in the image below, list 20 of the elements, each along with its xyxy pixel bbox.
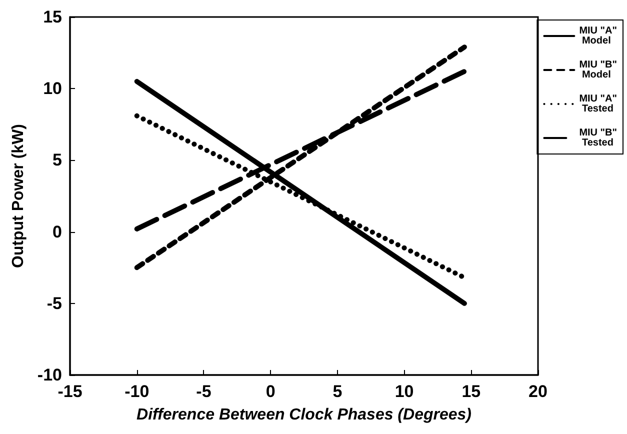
x-tick-label: -15	[58, 382, 82, 401]
x-tick-label: 20	[528, 382, 548, 401]
x-tick-label: 10	[394, 382, 414, 401]
x-tick-label: 0	[266, 382, 276, 401]
y-tick-label: 5	[52, 150, 62, 170]
y-tick-label: 0	[52, 222, 62, 242]
y-axis-title: Output Power (kW)	[10, 124, 28, 268]
legend-label: MIU "A" Model	[579, 26, 618, 46]
legend-label: MIU "A" Tested	[579, 94, 618, 114]
y-tick-label: 15	[43, 8, 62, 26]
x-tick-label: 5	[332, 382, 342, 401]
y-tick-label: -5	[46, 294, 62, 313]
x-tick-label: -5	[196, 382, 212, 401]
x-tick-label: 15	[462, 382, 481, 401]
x-tick-label: -10	[124, 382, 150, 401]
legend-label: MIU "B" Model	[579, 60, 618, 80]
y-tick-label: 10	[43, 79, 62, 98]
y-tick-label: -10	[37, 366, 62, 384]
x-axis-title: Difference Between Clock Phases (Degrees)	[136, 406, 472, 424]
legend-label: MIU "B" Tested	[579, 128, 618, 148]
